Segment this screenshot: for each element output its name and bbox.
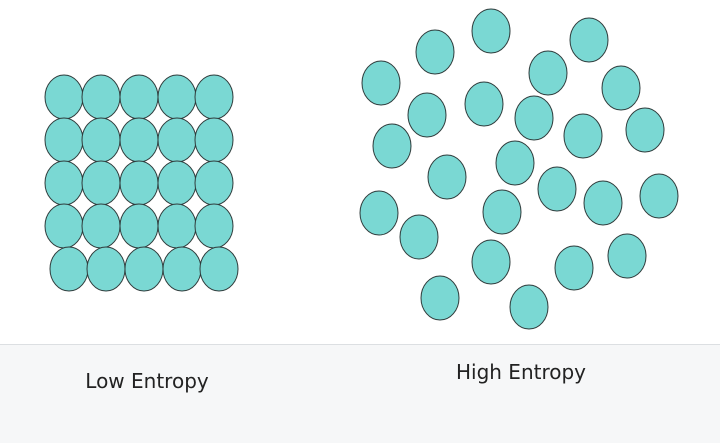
high-entropy-particle: [601, 65, 641, 111]
low-entropy-particle: [157, 74, 197, 120]
high-entropy-particle: [639, 173, 679, 219]
high-entropy-particle: [583, 180, 623, 226]
high-entropy-particle: [464, 81, 504, 127]
high-entropy-particle: [372, 123, 412, 169]
low-entropy-particle: [124, 246, 164, 292]
high-entropy-particles: [359, 8, 679, 330]
low-entropy-particle: [119, 74, 159, 120]
low-entropy-particle: [86, 246, 126, 292]
low-entropy-particle: [81, 203, 121, 249]
low-entropy-particle: [119, 203, 159, 249]
high-entropy-particle: [569, 17, 609, 63]
high-entropy-particle: [361, 60, 401, 106]
high-entropy-particle: [407, 92, 447, 138]
high-entropy-particle: [509, 284, 549, 330]
high-entropy-particle: [495, 140, 535, 186]
low-entropy-particle: [44, 117, 84, 163]
low-entropy-particle: [199, 246, 239, 292]
high-entropy-particle: [537, 166, 577, 212]
caption-band: Low Entropy High Entropy: [0, 344, 720, 443]
low-entropy-particle: [157, 117, 197, 163]
low-entropy-particle: [194, 203, 234, 249]
high-entropy-particle: [563, 113, 603, 159]
high-entropy-particle: [415, 29, 455, 75]
high-entropy-caption: High Entropy: [455, 360, 587, 384]
high-entropy-particle: [420, 275, 460, 321]
entropy-diagram: [44, 8, 679, 330]
low-entropy-particle: [44, 74, 84, 120]
high-entropy-particle: [607, 233, 647, 279]
high-entropy-particle: [427, 154, 467, 200]
low-entropy-particle: [162, 246, 202, 292]
low-entropy-particle: [81, 117, 121, 163]
high-entropy-particle: [528, 50, 568, 96]
high-entropy-particle: [482, 189, 522, 235]
high-entropy-particle: [625, 107, 665, 153]
low-entropy-particle: [81, 74, 121, 120]
low-entropy-caption: Low Entropy: [85, 369, 209, 393]
low-entropy-particle: [194, 74, 234, 120]
low-entropy-particle: [44, 160, 84, 206]
high-entropy-particle: [514, 95, 554, 141]
low-entropy-particle: [119, 160, 159, 206]
high-entropy-particle: [471, 239, 511, 285]
low-entropy-particle: [157, 203, 197, 249]
low-entropy-particles: [44, 74, 239, 292]
high-entropy-particle: [399, 214, 439, 260]
low-entropy-particle: [194, 160, 234, 206]
low-entropy-particle: [49, 246, 89, 292]
high-entropy-particle: [471, 8, 511, 54]
low-entropy-particle: [157, 160, 197, 206]
low-entropy-particle: [44, 203, 84, 249]
high-entropy-particle: [554, 245, 594, 291]
low-entropy-particle: [81, 160, 121, 206]
low-entropy-particle: [119, 117, 159, 163]
low-entropy-particle: [194, 117, 234, 163]
high-entropy-particle: [359, 190, 399, 236]
